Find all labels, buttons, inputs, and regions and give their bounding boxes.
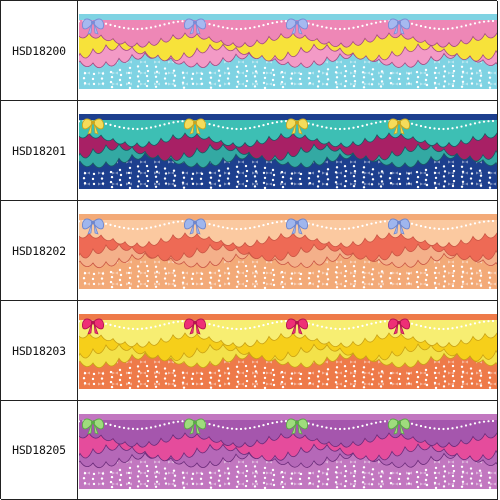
- product-code: HSD18202: [12, 243, 66, 258]
- bow-icon: [184, 318, 206, 335]
- product-code-cell: HSD18203: [1, 301, 78, 400]
- bow-icon: [82, 218, 104, 235]
- product-code: HSD18200: [12, 43, 66, 58]
- product-row: HSD18202: [1, 201, 498, 301]
- bow-icon: [82, 318, 104, 335]
- dot-drops: [82, 264, 492, 289]
- bow-icon: [82, 418, 104, 435]
- product-code: HSD18201: [12, 143, 66, 158]
- product-code-cell: HSD18205: [1, 401, 78, 499]
- bow-icon: [286, 118, 308, 135]
- ribbon-swatch: [79, 114, 497, 189]
- product-code-cell: HSD18200: [1, 1, 78, 100]
- ribbon-top-band: [79, 414, 497, 420]
- product-row: HSD18203: [1, 301, 498, 401]
- bow-icon: [82, 18, 104, 35]
- product-code: HSD18205: [12, 443, 66, 457]
- bow-icon: [184, 18, 206, 35]
- bow-icon: [184, 118, 206, 135]
- dot-drops: [82, 64, 492, 89]
- ribbon-swatch: [79, 314, 497, 389]
- product-code-cell: HSD18201: [1, 101, 78, 200]
- bow-icon: [388, 218, 410, 235]
- bow-icon: [388, 418, 410, 435]
- ribbon-swatch: [79, 214, 497, 289]
- bow-icon: [388, 18, 410, 35]
- dot-drops: [82, 364, 492, 389]
- ribbon-swatch-cell: [78, 201, 497, 300]
- bow-icon: [286, 418, 308, 435]
- product-code-cell: HSD18202: [1, 201, 78, 300]
- ribbon-top-band: [79, 14, 497, 20]
- product-code: HSD18203: [12, 343, 66, 358]
- bow-icon: [286, 218, 308, 235]
- ribbon-top-band: [79, 314, 497, 320]
- product-row: HSD18205: [1, 401, 498, 500]
- bow-icon: [388, 318, 410, 335]
- product-row: HSD18201: [1, 101, 498, 201]
- ribbon-swatch: [79, 414, 497, 489]
- dot-drops: [82, 464, 492, 489]
- bow-icon: [82, 118, 104, 135]
- bow-icon: [184, 418, 206, 435]
- ribbon-swatch-cell: [78, 301, 497, 400]
- ribbon-swatch: [79, 14, 497, 89]
- bow-icon: [184, 218, 206, 235]
- ribbon-swatch-cell: [78, 101, 497, 200]
- ribbon-top-band: [79, 214, 497, 220]
- bow-icon: [286, 18, 308, 35]
- product-row: HSD18200: [1, 1, 498, 101]
- ribbon-top-band: [79, 114, 497, 120]
- dot-drops: [82, 164, 492, 189]
- ribbon-swatch-cell: [78, 1, 497, 100]
- bow-icon: [286, 318, 308, 335]
- bow-icon: [388, 118, 410, 135]
- ribbon-swatch-cell: [78, 401, 497, 499]
